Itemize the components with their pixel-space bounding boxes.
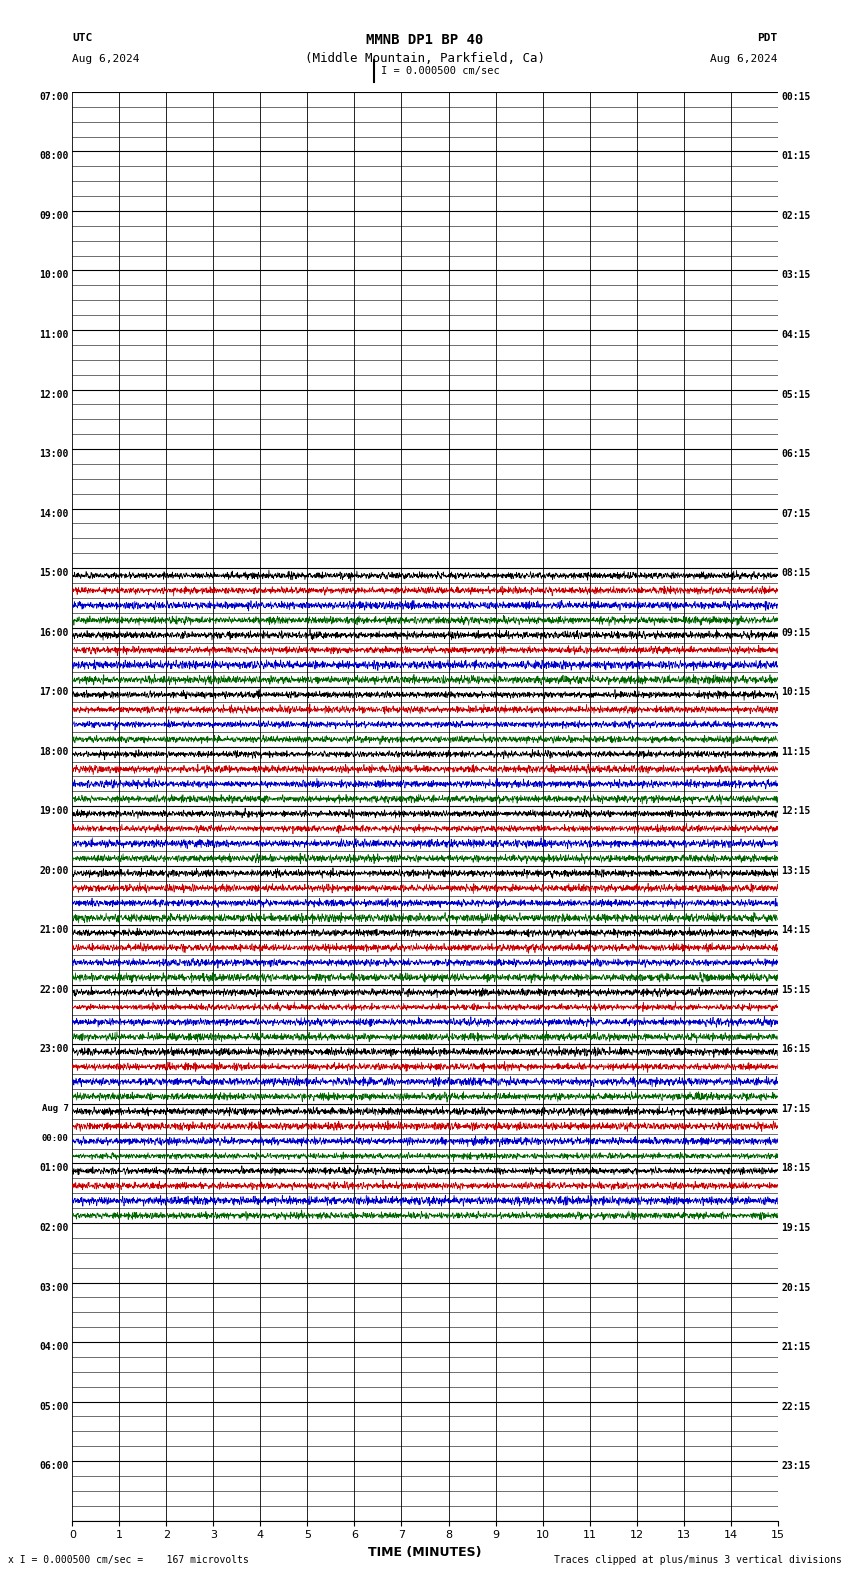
- Text: 20:00: 20:00: [39, 866, 69, 876]
- Text: 17:00: 17:00: [39, 687, 69, 697]
- Text: 01:15: 01:15: [781, 152, 811, 162]
- Text: 00:15: 00:15: [781, 92, 811, 101]
- Text: 13:15: 13:15: [781, 866, 811, 876]
- Text: 21:00: 21:00: [39, 925, 69, 935]
- Text: 10:00: 10:00: [39, 271, 69, 280]
- Text: 06:15: 06:15: [781, 450, 811, 459]
- Text: 16:00: 16:00: [39, 627, 69, 638]
- Text: 03:00: 03:00: [39, 1283, 69, 1293]
- Text: 12:15: 12:15: [781, 806, 811, 816]
- Text: Aug 6,2024: Aug 6,2024: [72, 54, 139, 63]
- Text: 16:15: 16:15: [781, 1044, 811, 1055]
- Text: 19:15: 19:15: [781, 1223, 811, 1232]
- Text: 07:15: 07:15: [781, 508, 811, 518]
- Text: 05:00: 05:00: [39, 1402, 69, 1411]
- Text: Aug 6,2024: Aug 6,2024: [711, 54, 778, 63]
- Text: 02:15: 02:15: [781, 211, 811, 220]
- Text: x I = 0.000500 cm/sec =    167 microvolts: x I = 0.000500 cm/sec = 167 microvolts: [8, 1555, 249, 1565]
- Text: 09:00: 09:00: [39, 211, 69, 220]
- Text: 11:00: 11:00: [39, 329, 69, 341]
- Text: 22:00: 22:00: [39, 985, 69, 995]
- Text: 18:15: 18:15: [781, 1163, 811, 1174]
- Text: 02:00: 02:00: [39, 1223, 69, 1232]
- Text: 03:15: 03:15: [781, 271, 811, 280]
- Text: 06:00: 06:00: [39, 1460, 69, 1472]
- Text: Traces clipped at plus/minus 3 vertical divisions: Traces clipped at plus/minus 3 vertical …: [553, 1555, 842, 1565]
- Text: Aug 7: Aug 7: [42, 1104, 69, 1114]
- Text: 20:15: 20:15: [781, 1283, 811, 1293]
- Text: 13:00: 13:00: [39, 450, 69, 459]
- Text: 09:15: 09:15: [781, 627, 811, 638]
- Text: PDT: PDT: [757, 33, 778, 43]
- X-axis label: TIME (MINUTES): TIME (MINUTES): [368, 1546, 482, 1559]
- Text: (Middle Mountain, Parkfield, Ca): (Middle Mountain, Parkfield, Ca): [305, 52, 545, 65]
- Text: 01:00: 01:00: [39, 1163, 69, 1174]
- Text: 04:00: 04:00: [39, 1342, 69, 1353]
- Text: 18:00: 18:00: [39, 746, 69, 757]
- Text: UTC: UTC: [72, 33, 93, 43]
- Text: 00:00: 00:00: [42, 1134, 69, 1142]
- Text: 12:00: 12:00: [39, 390, 69, 399]
- Text: 23:15: 23:15: [781, 1460, 811, 1472]
- Text: 14:15: 14:15: [781, 925, 811, 935]
- Text: 15:00: 15:00: [39, 569, 69, 578]
- Text: 11:15: 11:15: [781, 746, 811, 757]
- Text: 23:00: 23:00: [39, 1044, 69, 1055]
- Text: 19:00: 19:00: [39, 806, 69, 816]
- Text: 08:00: 08:00: [39, 152, 69, 162]
- Text: 14:00: 14:00: [39, 508, 69, 518]
- Text: 15:15: 15:15: [781, 985, 811, 995]
- Text: 07:00: 07:00: [39, 92, 69, 101]
- Text: 08:15: 08:15: [781, 569, 811, 578]
- Text: MMNB DP1 BP 40: MMNB DP1 BP 40: [366, 33, 484, 48]
- Text: I = 0.000500 cm/sec: I = 0.000500 cm/sec: [381, 67, 500, 76]
- Text: 10:15: 10:15: [781, 687, 811, 697]
- Text: 05:15: 05:15: [781, 390, 811, 399]
- Text: 17:15: 17:15: [781, 1104, 811, 1114]
- Text: 04:15: 04:15: [781, 329, 811, 341]
- Text: 21:15: 21:15: [781, 1342, 811, 1353]
- Text: 22:15: 22:15: [781, 1402, 811, 1411]
